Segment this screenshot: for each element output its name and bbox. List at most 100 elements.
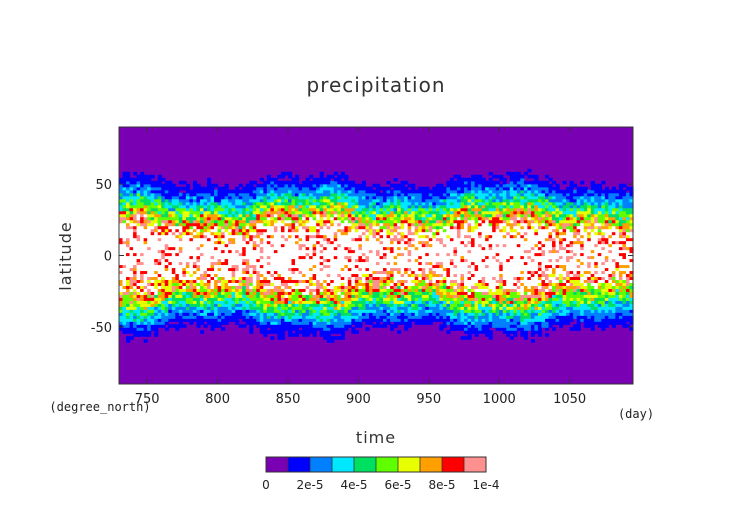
heatmap-cell bbox=[214, 213, 219, 218]
heatmap-cell bbox=[228, 252, 233, 257]
heatmap-cell bbox=[302, 291, 307, 295]
heatmap-cell bbox=[351, 237, 356, 242]
heatmap-cell bbox=[425, 216, 430, 221]
heatmap-cell bbox=[270, 204, 275, 209]
heatmap-cell bbox=[312, 300, 317, 304]
heatmap-cell bbox=[266, 276, 271, 281]
heatmap-cell bbox=[333, 249, 338, 254]
heatmap-cell bbox=[238, 195, 243, 200]
heatmap-cell bbox=[333, 192, 338, 197]
heatmap-cell bbox=[171, 279, 176, 283]
heatmap-cell bbox=[242, 312, 247, 316]
heatmap-cell bbox=[284, 210, 289, 215]
heatmap-cell bbox=[199, 225, 205, 230]
heatmap-cell bbox=[245, 201, 250, 206]
heatmap-cell bbox=[291, 315, 296, 319]
heatmap-cell bbox=[199, 228, 205, 233]
heatmap-cell bbox=[449, 177, 455, 182]
heatmap-cell bbox=[277, 210, 282, 215]
heatmap-cell bbox=[249, 222, 254, 227]
heatmap-cell bbox=[192, 291, 198, 295]
heatmap-cell bbox=[449, 198, 455, 203]
heatmap-cell bbox=[143, 252, 148, 257]
heatmap-cell bbox=[390, 270, 395, 275]
heatmap-cell bbox=[323, 309, 328, 313]
heatmap-cell bbox=[368, 204, 374, 209]
heatmap-cell bbox=[182, 204, 187, 209]
heatmap-cell bbox=[161, 309, 166, 313]
heatmap-cell bbox=[150, 312, 155, 316]
heatmap-cell bbox=[372, 276, 377, 281]
heatmap-cell bbox=[400, 291, 405, 295]
heatmap-cell bbox=[291, 231, 296, 236]
heatmap-cell bbox=[126, 321, 131, 325]
heatmap-cell bbox=[140, 333, 145, 337]
heatmap-cell bbox=[203, 201, 208, 206]
heatmap-cell bbox=[379, 234, 384, 239]
heatmap-cell bbox=[164, 285, 169, 289]
heatmap-cell bbox=[175, 312, 180, 316]
heatmap-cell bbox=[471, 264, 476, 269]
heatmap-cell bbox=[273, 318, 279, 322]
heatmap-cell bbox=[210, 327, 215, 331]
heatmap-cell bbox=[340, 171, 345, 176]
heatmap-cell bbox=[298, 330, 303, 334]
heatmap-cell bbox=[147, 216, 152, 221]
heatmap-cell bbox=[252, 252, 257, 257]
heatmap-cell bbox=[147, 309, 152, 313]
heatmap-cell bbox=[319, 216, 324, 221]
heatmap-cell bbox=[221, 291, 226, 295]
heatmap-cell bbox=[256, 273, 261, 278]
heatmap-cell bbox=[344, 327, 349, 331]
heatmap-cell bbox=[273, 276, 279, 281]
heatmap-cell bbox=[333, 225, 338, 230]
heatmap-cell bbox=[189, 195, 194, 200]
heatmap-cell bbox=[365, 279, 370, 283]
heatmap-cell bbox=[161, 267, 166, 272]
heatmap-cell bbox=[266, 222, 271, 227]
heatmap-cell bbox=[284, 261, 289, 266]
heatmap-cell bbox=[453, 240, 458, 245]
heatmap-cell bbox=[207, 207, 212, 212]
heatmap-cell bbox=[376, 306, 381, 310]
heatmap-cell bbox=[435, 228, 440, 233]
heatmap-cell bbox=[140, 177, 145, 182]
heatmap-cell bbox=[210, 300, 215, 304]
heatmap-cell bbox=[361, 294, 367, 298]
heatmap-cell bbox=[326, 234, 331, 239]
heatmap-cell bbox=[168, 324, 173, 328]
heatmap-cell bbox=[305, 231, 310, 236]
heatmap-cell bbox=[309, 210, 314, 215]
heatmap-cell bbox=[224, 198, 229, 203]
heatmap-cell bbox=[432, 186, 437, 191]
heatmap-cell bbox=[221, 189, 226, 194]
heatmap-cell bbox=[404, 246, 409, 251]
heatmap-cell bbox=[235, 186, 240, 191]
heatmap-cell bbox=[126, 291, 131, 295]
heatmap-cell bbox=[168, 225, 173, 230]
heatmap-cell bbox=[143, 177, 148, 182]
heatmap-cell bbox=[435, 189, 440, 194]
heatmap-cell bbox=[126, 339, 131, 343]
heatmap-cell bbox=[464, 237, 469, 242]
heatmap-cell bbox=[147, 291, 152, 295]
heatmap-cell bbox=[280, 207, 286, 212]
heatmap-cell bbox=[337, 228, 342, 233]
heatmap-cell bbox=[418, 306, 423, 310]
heatmap-cell bbox=[178, 255, 183, 260]
heatmap-cell bbox=[122, 282, 127, 286]
heatmap-cell bbox=[344, 216, 349, 221]
heatmap-cell bbox=[119, 213, 124, 218]
heatmap-cell bbox=[164, 306, 169, 310]
heatmap-cell bbox=[175, 300, 180, 304]
heatmap-cell bbox=[224, 228, 229, 233]
heatmap-cell bbox=[266, 246, 271, 251]
heatmap-cell bbox=[136, 327, 141, 331]
heatmap-cell bbox=[347, 219, 352, 224]
heatmap-cell bbox=[273, 264, 279, 269]
heatmap-cell bbox=[147, 279, 152, 283]
heatmap-cell bbox=[154, 210, 159, 215]
heatmap-cell bbox=[175, 237, 180, 242]
heatmap-cell bbox=[284, 171, 289, 176]
heatmap-cell bbox=[199, 237, 205, 242]
